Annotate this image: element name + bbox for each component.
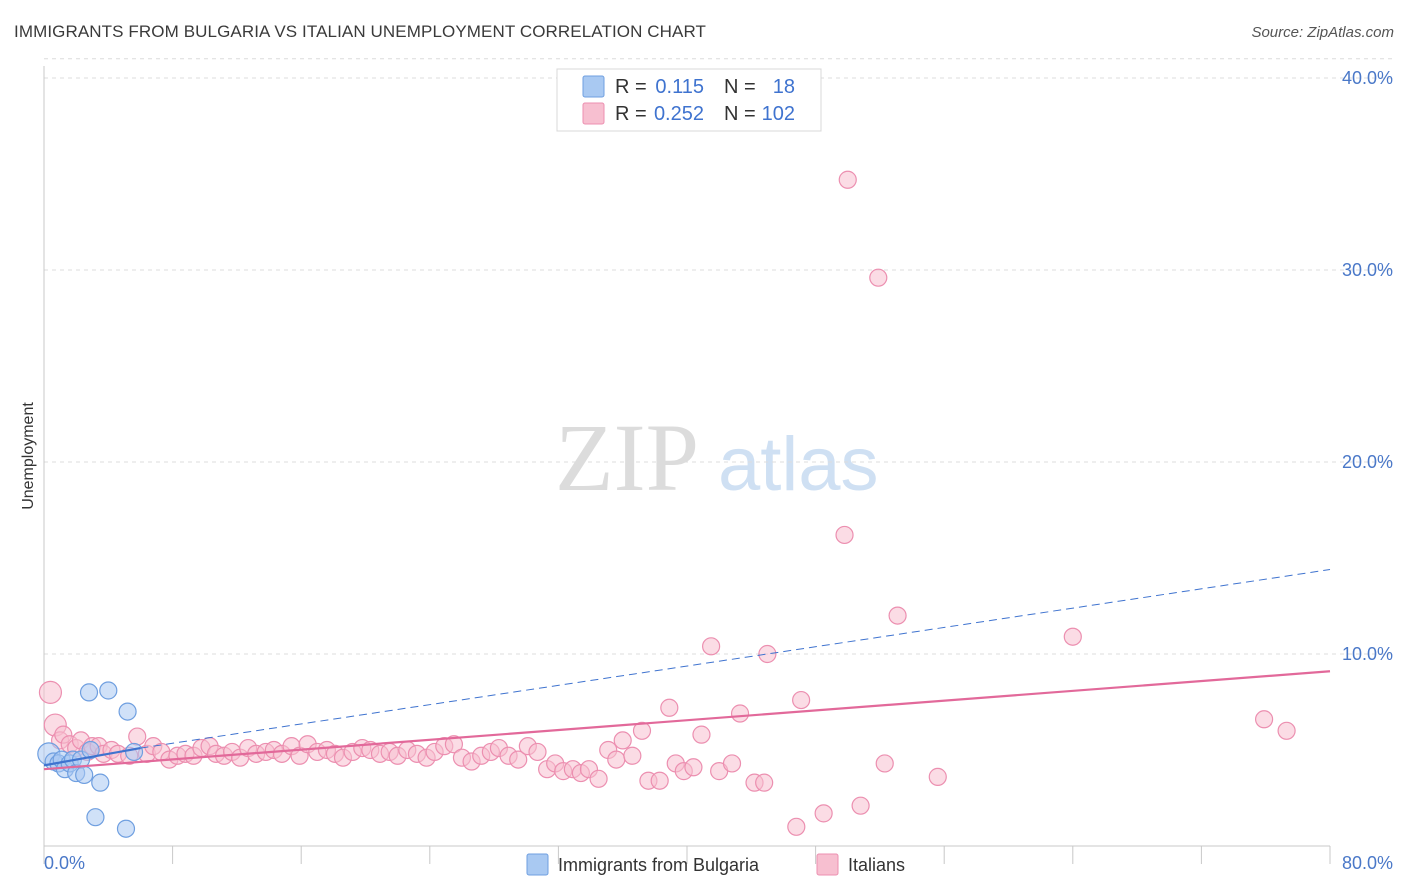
x-tick-label-max: 80.0% (1342, 853, 1393, 873)
italian-point-90 (835, 525, 854, 545)
legend-r-label-bulgaria: R = (615, 76, 647, 98)
italian-point-67 (589, 769, 608, 788)
legend-n-label-bulgaria: N = (724, 76, 756, 98)
italian-point-86 (758, 644, 777, 664)
italian-point-0 (38, 680, 63, 705)
series-legend-swatch-italians (816, 853, 839, 876)
bulgaria-point-13 (91, 773, 110, 792)
italian-point-87 (787, 817, 806, 836)
series-legend-swatch-bulgaria (526, 853, 549, 876)
italian-point-71 (623, 746, 642, 765)
legend-r-value-italians: 0.252 (654, 103, 704, 125)
italian-point-95 (888, 606, 907, 625)
bulgaria-trend-line-extended (140, 569, 1331, 749)
legend-n-value-bulgaria: 18 (773, 76, 795, 98)
series-legend: Immigrants from Bulgaria Italians (526, 853, 905, 876)
italian-point-97 (1063, 627, 1082, 646)
y-tick-label-40: 40.0% (1342, 68, 1393, 88)
x-ticks (43, 846, 1331, 864)
bulgaria-point-14 (99, 681, 118, 700)
bulgaria-point-17 (124, 742, 144, 762)
bulgaria-trend-line (43, 746, 141, 767)
legend-r-label-italians: R = (615, 103, 647, 125)
trend-lines (43, 569, 1331, 771)
y-tick-label-20: 20.0% (1342, 452, 1393, 472)
italian-point-78 (684, 758, 703, 777)
source-label: Source: ZipAtlas.com (1251, 24, 1394, 41)
y-tick-label-30: 30.0% (1342, 260, 1393, 280)
italian-point-70 (613, 731, 632, 750)
correlation-legend: R = 0.115 N = 18 R = 0.252 N = 102 (556, 68, 822, 132)
legend-swatch-italians (582, 102, 605, 125)
italian-point-93 (869, 268, 888, 287)
watermark-zip: ZIP (555, 404, 699, 511)
italian-point-14 (128, 727, 147, 746)
italian-point-98 (1254, 710, 1274, 729)
italian-point-82 (722, 754, 742, 773)
italian-point-69 (607, 750, 626, 769)
italian-point-89 (814, 804, 833, 823)
italian-point-79 (692, 725, 711, 744)
bulgaria-point-10 (79, 683, 99, 702)
italian-point-80 (702, 637, 721, 656)
y-axis-label: Unemployment (20, 402, 37, 510)
legend-swatch-bulgaria (582, 75, 605, 98)
legend-r-value-bulgaria: 0.115 (655, 76, 704, 98)
italian-point-96 (928, 767, 947, 786)
bulgaria-point-9 (75, 765, 94, 785)
data-points (37, 170, 1296, 838)
italian-point-60 (528, 742, 547, 762)
legend-n-value-italians: 102 (762, 103, 795, 125)
chart-title: IMMIGRANTS FROM BULGARIA VS ITALIAN UNEM… (14, 22, 707, 41)
bulgaria-point-11 (81, 740, 100, 760)
legend-n-label-italians: N = (724, 103, 756, 125)
y-tick-label-10: 10.0% (1342, 644, 1393, 664)
italian-point-85 (755, 773, 774, 792)
italian-point-92 (851, 796, 870, 815)
watermark-atlas: atlas (718, 422, 879, 507)
bulgaria-point-16 (116, 819, 136, 838)
y-tick-labels: 10.0% 20.0% 30.0% 40.0% (1342, 68, 1393, 664)
italian-point-94 (875, 754, 894, 773)
italian-point-51 (444, 735, 464, 754)
italian-point-58 (509, 750, 528, 769)
bulgaria-point-15 (118, 702, 137, 721)
italian-point-83 (730, 704, 750, 723)
italian-point-91 (838, 170, 857, 189)
x-tick-label-min: 0.0% (44, 853, 85, 873)
bulgaria-point-12 (86, 808, 105, 827)
italian-point-74 (650, 771, 669, 790)
italians-trend-line (43, 670, 1331, 771)
italian-point-75 (660, 698, 679, 717)
series-legend-label-italians: Italians (848, 855, 905, 875)
series-legend-label-bulgaria: Immigrants from Bulgaria (558, 855, 760, 875)
italian-point-99 (1277, 721, 1296, 740)
gridlines (44, 58, 1392, 655)
italian-point-72 (632, 721, 652, 740)
italian-point-88 (792, 690, 811, 710)
